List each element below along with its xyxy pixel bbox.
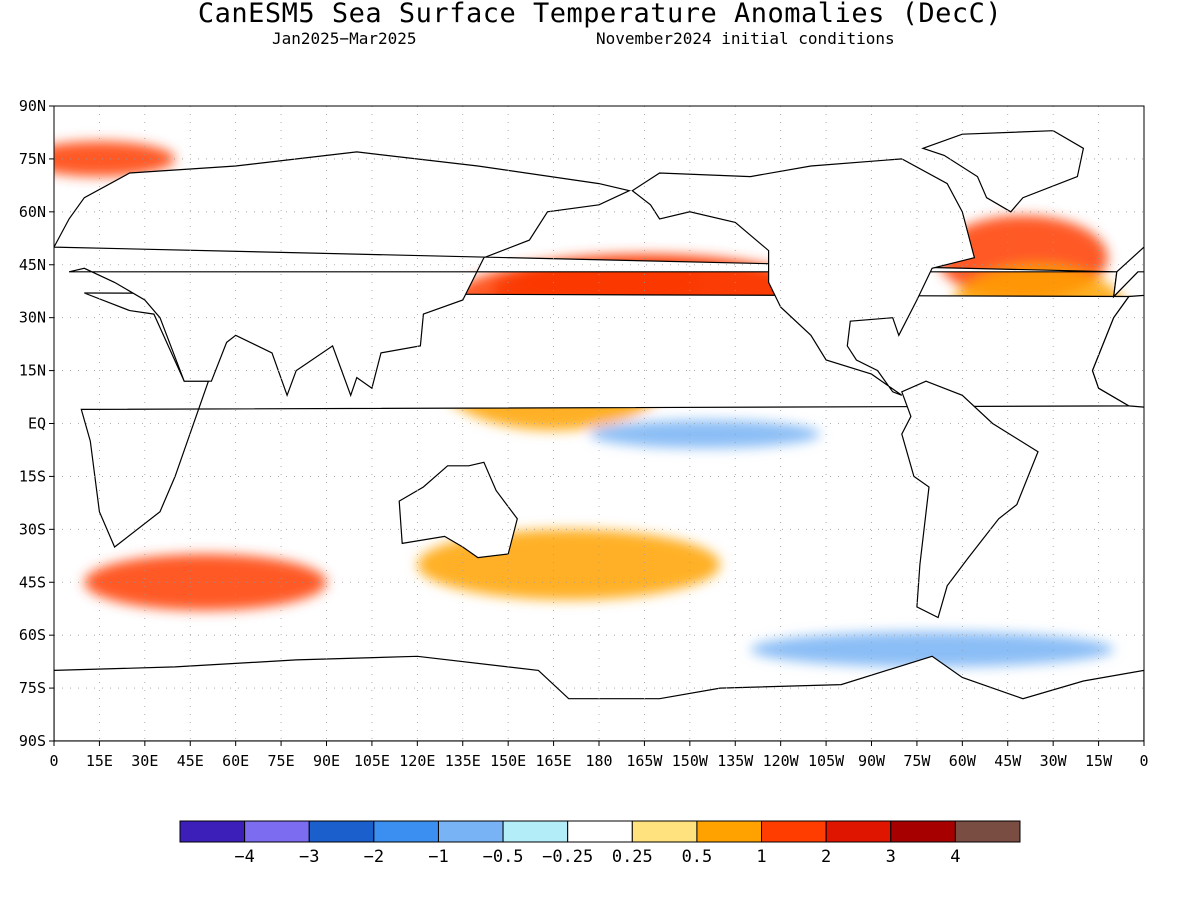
x-tick-label: 30E — [131, 752, 158, 770]
x-tick-label: 30W — [1040, 752, 1068, 770]
y-tick-label: 45N — [19, 256, 46, 274]
colorbar-swatch — [825, 820, 892, 843]
colorbar-label: −0.5 — [483, 847, 524, 867]
longitude-ticks: 0 15E 30E 45E 60E 75E 90E 105E 120E 135E 150E 165E 1… — [49, 741, 1149, 770]
forecast-period: Jan2025−Mar2025 — [272, 29, 417, 48]
colorbar-swatch — [890, 820, 956, 843]
x-tick-label: 165E — [536, 752, 572, 770]
y-tick-label: 15S — [19, 467, 46, 485]
x-tick-label: 45E — [177, 752, 204, 770]
anomaly-blob — [54, 141, 176, 177]
x-tick-label: 15E — [86, 752, 113, 770]
x-tick-label: 90E — [313, 752, 340, 770]
anomaly-blob — [589, 419, 821, 449]
colorbar-label: −2 — [364, 847, 384, 867]
continent-europe-asia — [54, 151, 1140, 398]
colorbar-label: 2 — [821, 847, 831, 867]
coastlines — [54, 130, 1144, 741]
x-tick-label: 150W — [672, 752, 709, 770]
colorbar-swatch — [179, 820, 246, 843]
x-tick-label: 150E — [490, 752, 526, 770]
x-tick-label: 0 — [1139, 752, 1148, 770]
colorbar-swatch — [308, 820, 375, 843]
x-tick-label: 0 — [49, 752, 58, 770]
continent-australia — [398, 461, 518, 559]
x-tick-label: 90W — [858, 752, 886, 770]
y-tick-label: 75N — [19, 150, 46, 168]
colorbar-swatch — [696, 820, 763, 843]
colorbar-swatch — [437, 820, 504, 843]
chart-title: CanESM5 Sea Surface Temperature Anomalie… — [197, 0, 1003, 29]
y-tick-label: 60N — [19, 203, 46, 221]
colorbar-label: −4 — [234, 847, 254, 867]
x-tick-label: 135E — [445, 752, 481, 770]
x-tick-label: 60E — [222, 752, 249, 770]
colorbar-swatch — [502, 820, 569, 843]
colorbar-label: 0.25 — [612, 847, 653, 867]
continent-antarctica — [54, 655, 1144, 741]
colorbar: −4 −3 −2 −1 −0.5 −0.25 0.25 0.5 1 2 3 4 — [179, 820, 1021, 867]
x-tick-label: 105W — [808, 752, 845, 770]
x-tick-label: 105E — [354, 752, 390, 770]
y-tick-label: 60S — [19, 626, 46, 644]
colorbar-swatch — [244, 820, 310, 843]
continent-north-america — [631, 158, 976, 396]
colorbar-swatch — [761, 820, 827, 843]
x-tick-label: 165W — [626, 752, 663, 770]
continent-south-america — [901, 380, 1039, 619]
x-tick-label: 135W — [717, 752, 754, 770]
colorbar-label: −0.25 — [542, 847, 593, 867]
colorbar-swatch — [954, 820, 1021, 843]
y-tick-label: EQ — [28, 415, 46, 433]
initial-conditions: November2024 initial conditions — [596, 29, 895, 48]
colorbar-swatch — [567, 820, 633, 843]
continent-europe-asia-wrap — [1112, 245, 1144, 299]
x-tick-label: 15W — [1085, 752, 1113, 770]
continent-africa-wrap — [1091, 294, 1144, 408]
colorbar-label: 4 — [950, 847, 960, 867]
y-tick-label: 90N — [19, 97, 46, 115]
y-tick-label: 30S — [19, 520, 46, 538]
x-tick-label: 180 — [585, 752, 612, 770]
x-tick-label: 120E — [399, 752, 435, 770]
colorbar-swatch — [631, 820, 698, 843]
x-tick-label: 75W — [903, 752, 931, 770]
x-tick-label: 75E — [268, 752, 295, 770]
anomaly-blob — [84, 554, 327, 611]
colorbar-label: 0.5 — [682, 847, 713, 867]
graticule — [54, 106, 1144, 741]
continent-greenland — [921, 130, 1085, 213]
colorbar-label: −1 — [428, 847, 448, 867]
colorbar-label: 1 — [756, 847, 766, 867]
anomaly-blob — [750, 631, 1114, 667]
y-tick-label: 90S — [19, 732, 46, 750]
colorbar-label: 3 — [886, 847, 896, 867]
latitude-ticks: 90N 75N 60N 45N 30N 15N EQ 15S 30S 45S 60S 75S 90S — [19, 97, 54, 750]
y-tick-label: 15N — [19, 362, 46, 380]
y-tick-label: 45S — [19, 573, 46, 591]
y-tick-label: 30N — [19, 309, 46, 327]
x-tick-label: 45W — [994, 752, 1022, 770]
colorbar-label: −3 — [299, 847, 319, 867]
x-tick-label: 120W — [763, 752, 800, 770]
y-tick-label: 75S — [19, 679, 46, 697]
colorbar-swatch — [373, 820, 439, 843]
x-tick-label: 60W — [949, 752, 977, 770]
